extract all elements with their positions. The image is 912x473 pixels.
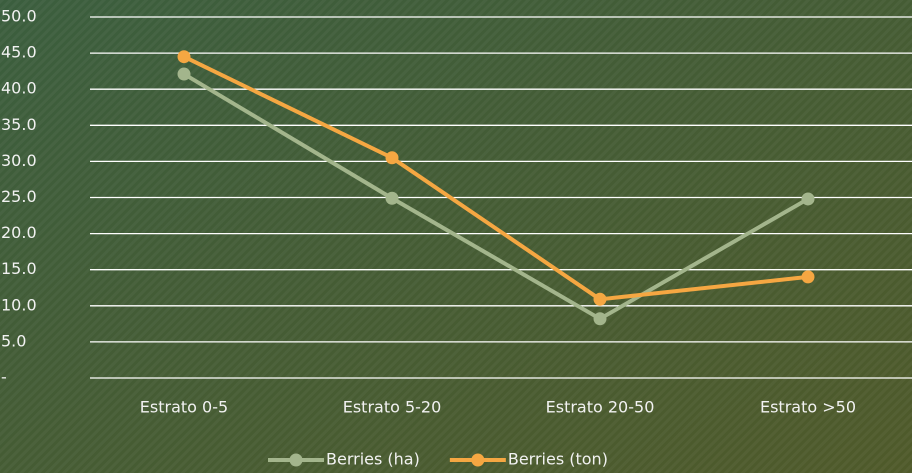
data-point: [177, 50, 191, 64]
y-tick-label: 40.0: [1, 79, 37, 98]
x-tick-label: Estrato 5-20: [343, 398, 442, 417]
legend-swatch-marker: [289, 453, 303, 467]
data-point: [801, 192, 815, 206]
data-point: [593, 292, 607, 306]
y-tick-label: -: [1, 368, 7, 387]
data-point: [177, 67, 191, 81]
x-tick-label: Estrato 20-50: [546, 398, 655, 417]
x-tick-label: Estrato 0-5: [140, 398, 228, 417]
series-line: [183, 54, 809, 302]
y-tick-label: 20.0: [1, 223, 37, 242]
y-tick-label: 30.0: [1, 151, 37, 170]
y-tick-label: 15.0: [1, 259, 37, 278]
y-tick-label: 45.0: [1, 43, 37, 62]
y-tick-label: 10.0: [1, 295, 37, 314]
legend-swatch-marker: [471, 453, 485, 467]
y-tick-label: 50.0: [1, 7, 37, 26]
data-point: [385, 191, 399, 205]
data-point: [801, 270, 815, 284]
series-line: [182, 72, 809, 321]
data-point: [385, 151, 399, 165]
y-tick-label: 5.0: [1, 331, 26, 350]
legend-label: Berries (ton): [508, 450, 608, 469]
legend-label: Berries (ha): [326, 450, 420, 469]
y-tick-label: 25.0: [1, 187, 37, 206]
data-point: [593, 312, 607, 326]
x-tick-label: Estrato >50: [760, 398, 856, 417]
y-tick-label: 35.0: [1, 115, 37, 134]
